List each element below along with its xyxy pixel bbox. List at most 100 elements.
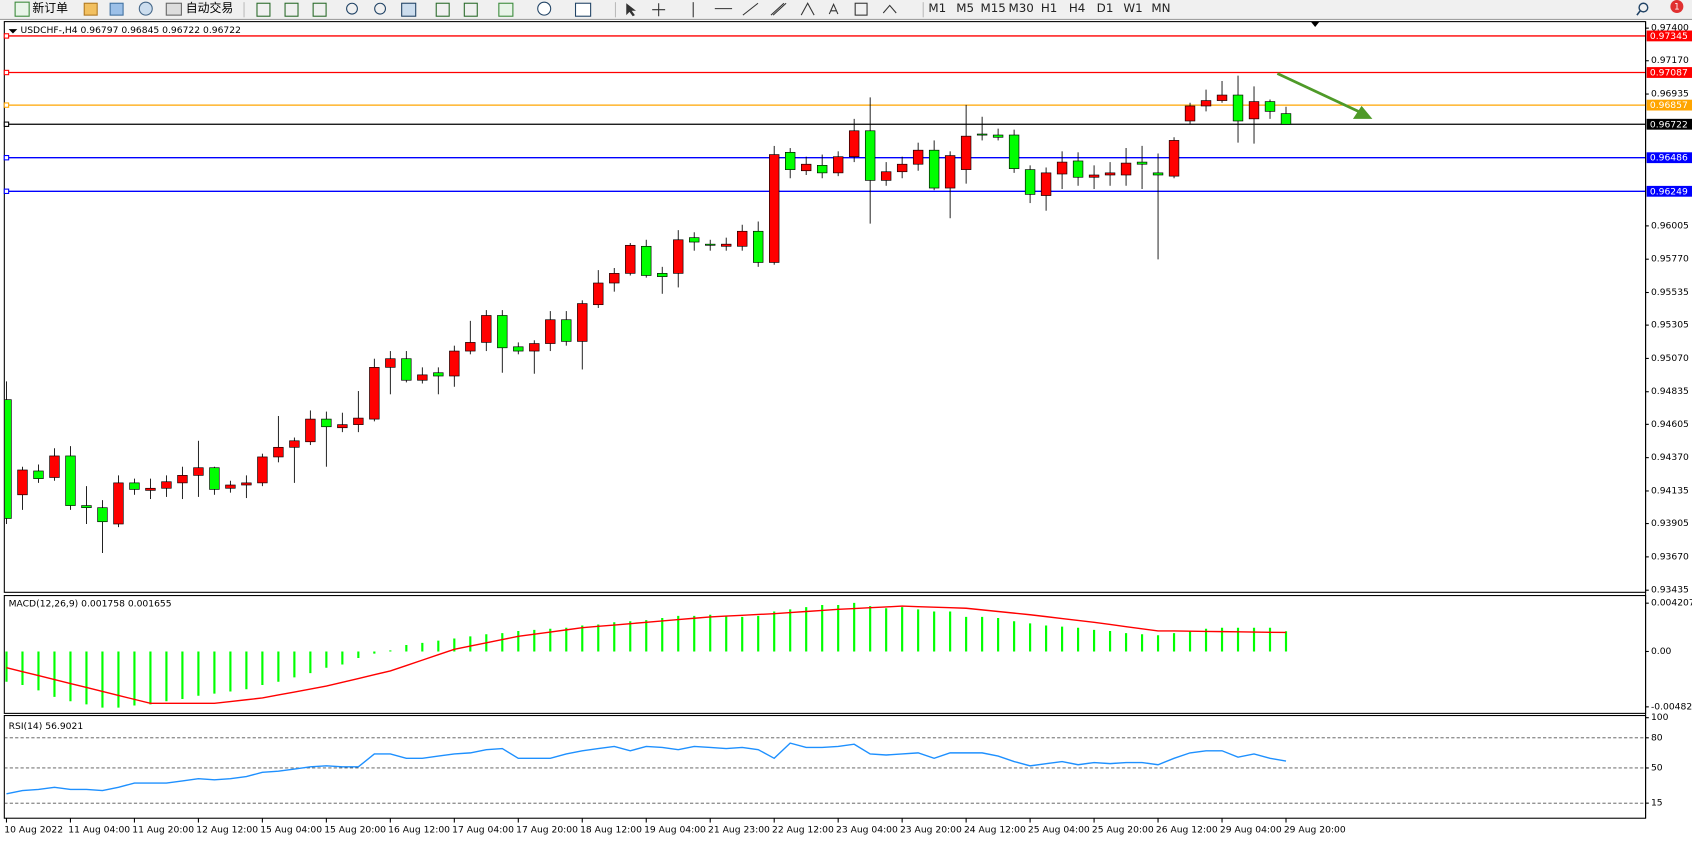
y-tick-label: 0.94135 — [1651, 485, 1689, 496]
auto-trading-icon[interactable] — [165, 2, 182, 16]
x-tick-label: 26 Aug 12:00 — [1156, 825, 1218, 836]
timeframe-button[interactable]: W1 — [1123, 1, 1142, 15]
candle-body — [785, 151, 796, 170]
candle-body — [129, 482, 140, 490]
y-tick-label: 0.004207 — [1651, 598, 1692, 609]
notification-badge[interactable] — [1670, 0, 1684, 13]
chart-layers: 0.97345 0.97087 0.96857 0.96722 0.96486 0.962… — [3, 23, 1692, 836]
candle-body — [625, 244, 636, 274]
candle-body — [737, 230, 748, 247]
cursor-icon[interactable] — [626, 3, 636, 17]
timeframe-button[interactable]: M30 — [1008, 1, 1033, 15]
text-icon[interactable] — [828, 2, 839, 15]
price-level-tag — [1646, 30, 1692, 42]
periods-icon[interactable] — [537, 1, 552, 16]
auto-trading-button[interactable]: 自动交易 — [186, 1, 233, 15]
x-tick-label: 11 Aug 20:00 — [132, 825, 194, 836]
candle-body — [465, 342, 476, 352]
candle-body — [4, 399, 12, 519]
candle-body — [657, 273, 668, 277]
panel-title: MACD(12,26,9) 0.001758 0.001655 — [9, 599, 172, 610]
candle-body — [497, 315, 508, 349]
candle-body — [721, 243, 732, 247]
indicator-line — [6, 742, 1287, 795]
toolbar-icon[interactable] — [109, 2, 124, 16]
candle-body — [673, 239, 684, 274]
toolbar-icon[interactable] — [284, 2, 299, 17]
symbol-icon — [8, 29, 18, 34]
toolbar-icon[interactable] — [256, 2, 271, 17]
toolbar-icon[interactable] — [83, 2, 98, 16]
candle-body — [257, 456, 268, 484]
y-tick-label: 0.94370 — [1651, 452, 1689, 463]
y-tick-label: 80 — [1651, 732, 1663, 743]
timeframe-button[interactable]: M15 — [980, 1, 1005, 15]
candle-body — [705, 243, 716, 246]
candle-body — [337, 424, 348, 429]
arrows-icon[interactable] — [882, 4, 897, 14]
candle-body — [513, 346, 524, 352]
x-tick-label: 23 Aug 20:00 — [900, 825, 962, 836]
price-level-label: 0.96722 — [1650, 119, 1688, 130]
zoom-out-icon[interactable] — [374, 2, 387, 15]
trendline-icon[interactable] — [742, 2, 759, 16]
timeframe-button[interactable]: M5 — [956, 1, 974, 15]
indicators-icon[interactable] — [498, 2, 514, 17]
price-level-tag — [1646, 99, 1692, 111]
toolbar-icon[interactable] — [312, 2, 327, 17]
toolbar-icon[interactable] — [435, 2, 450, 17]
timeframe-button[interactable]: M1 — [928, 1, 946, 15]
price-level-label: 0.97345 — [1650, 31, 1688, 42]
channel-icon[interactable] — [770, 2, 787, 16]
candle-body — [305, 418, 316, 443]
candle-body — [49, 455, 60, 478]
price-level-label: 0.96857 — [1650, 100, 1688, 111]
timeframe-button[interactable]: H4 — [1069, 1, 1085, 15]
candle-body — [209, 467, 220, 490]
x-tick-label: 23 Aug 04:00 — [836, 825, 898, 836]
y-tick-label: 0.93670 — [1651, 551, 1689, 562]
search-icon[interactable] — [1638, 2, 1649, 13]
tile-icon[interactable] — [401, 2, 417, 17]
candle-body — [193, 467, 204, 476]
price-level-handle — [3, 154, 10, 161]
candle-body — [1072, 160, 1084, 178]
crosshair-icon[interactable] — [652, 3, 666, 17]
toolbar-icon[interactable] — [463, 2, 478, 17]
notification-count: 1 — [1674, 3, 1679, 13]
y-tick-label: 50 — [1651, 762, 1663, 773]
candle-body — [1040, 172, 1052, 196]
x-tick-label: 29 Aug 20:00 — [1284, 825, 1346, 836]
timeframe-button[interactable]: MN — [1151, 1, 1170, 15]
toolbar-icon[interactable] — [138, 1, 153, 16]
y-tick-label: 100 — [1651, 712, 1669, 723]
candle-body — [177, 475, 188, 484]
price-level-handle — [3, 33, 10, 39]
candle-body — [1200, 100, 1212, 107]
candle-body — [816, 165, 828, 174]
toolbar: 新订单 自动交易 M1 M5 M15 M30 H1 H4 D1 W1 MN 1 — [0, 0, 1692, 20]
candle-body — [417, 374, 428, 381]
x-tick-label: 17 Aug 20:00 — [516, 825, 578, 836]
candle-body — [609, 273, 620, 284]
templates-icon[interactable] — [574, 2, 592, 17]
fibo-icon[interactable] — [800, 2, 815, 16]
new-order-button[interactable]: 新订单 — [32, 1, 68, 15]
candle-body — [769, 154, 780, 263]
candle-body — [545, 319, 556, 344]
y-tick-label: 0.95770 — [1651, 254, 1689, 265]
candle-body — [433, 372, 444, 377]
y-tick-label: 0.96005 — [1651, 220, 1689, 231]
candle-body — [65, 455, 76, 506]
label-icon[interactable] — [854, 2, 868, 16]
zoom-in-icon[interactable] — [346, 2, 358, 15]
timeframe-button[interactable]: D1 — [1097, 1, 1114, 15]
new-order-icon[interactable] — [14, 1, 30, 17]
candle-body — [1264, 101, 1276, 112]
price-level-tag — [1646, 152, 1692, 164]
candle-body — [97, 507, 108, 523]
timeframe-button[interactable]: H1 — [1041, 1, 1057, 15]
candle-body — [1056, 161, 1068, 175]
